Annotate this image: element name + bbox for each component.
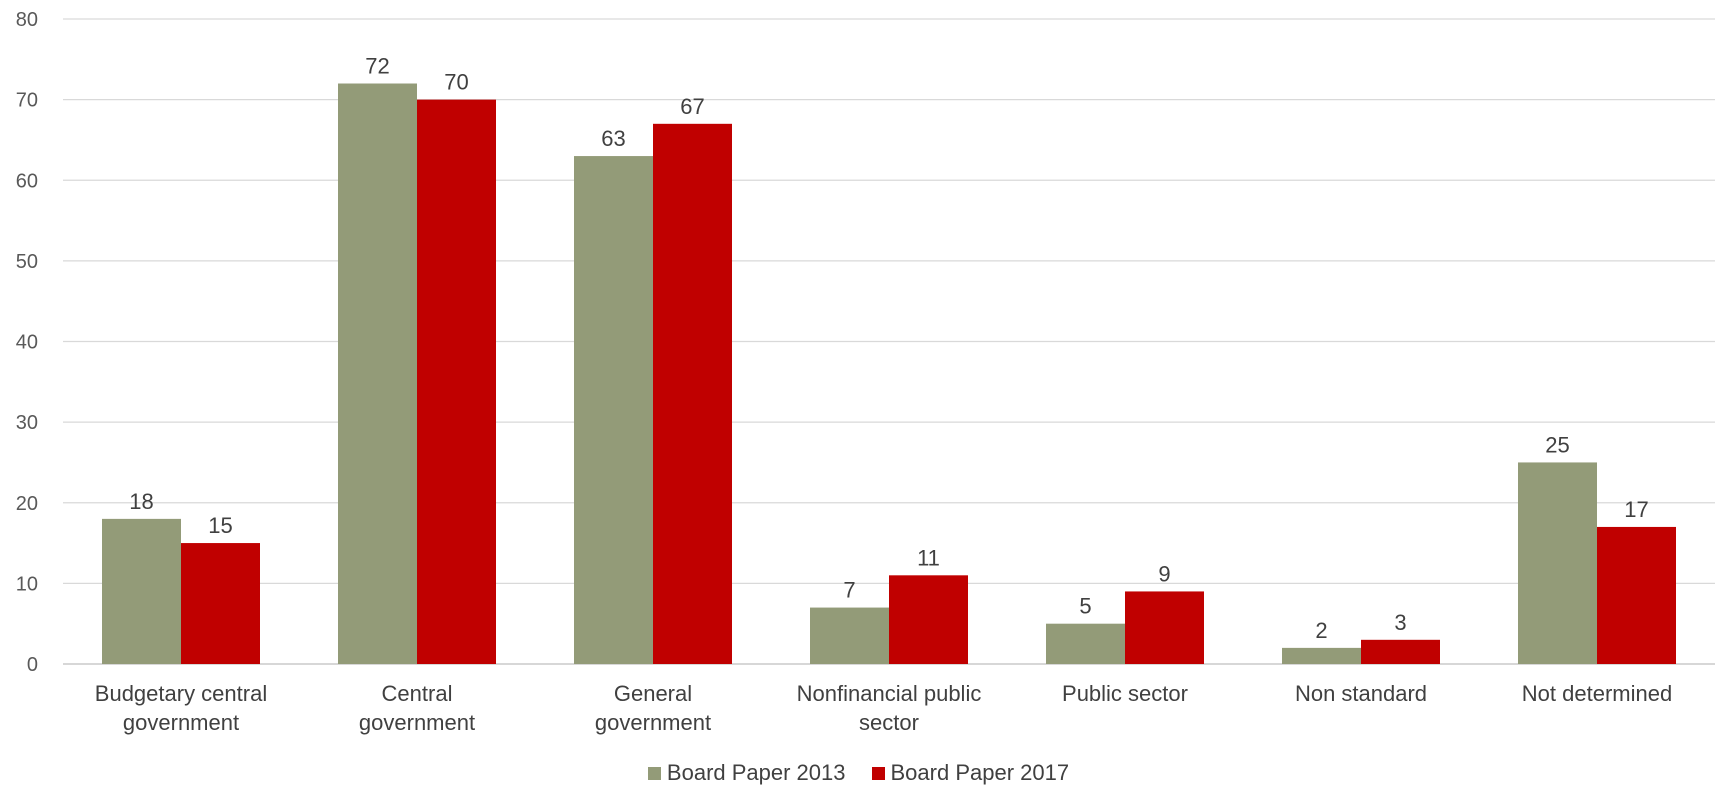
data-label-s1-c3: 63 — [601, 126, 625, 151]
y-axis: 0 10 20 30 40 50 60 70 80 — [16, 9, 38, 676]
data-label-s2-c1: 15 — [208, 513, 232, 538]
y-tick-label-50: 50 — [16, 251, 38, 273]
bar-s1-c5 — [1046, 623, 1125, 664]
bar-s2-c7 — [1597, 526, 1676, 664]
x-tick-label-7: Not determined — [1522, 681, 1672, 706]
y-tick-label-60: 60 — [16, 170, 38, 192]
data-label-s2-c7: 17 — [1624, 497, 1648, 522]
data-label-s1-c2: 72 — [365, 54, 389, 79]
data-label-s1-c5: 5 — [1079, 594, 1091, 619]
legend-item-series-2: Board Paper 2017 — [871, 760, 1070, 786]
bar-s1-c7 — [1518, 462, 1597, 664]
legend-swatch-series-2 — [871, 766, 885, 780]
y-tick-label-0: 0 — [27, 654, 38, 676]
y-tick-label-40: 40 — [16, 332, 38, 354]
bar-s1-c3 — [574, 156, 653, 664]
bar-s2-c5 — [1125, 591, 1204, 664]
x-tick-label-4: Nonfinancial public sector — [797, 681, 982, 735]
y-tick-label-10: 10 — [16, 573, 38, 595]
bar-s1-c4 — [810, 607, 889, 664]
bar-s2-c1 — [181, 543, 260, 664]
bar-s2-c2 — [417, 99, 496, 664]
x-axis: Budgetary central government Central govern… — [95, 681, 1672, 735]
legend: Board Paper 2013 Board Paper 2017 — [0, 758, 1717, 788]
legend-item-series-1: Board Paper 2013 — [647, 760, 846, 786]
bar-s1-c1 — [102, 518, 181, 664]
y-tick-label-20: 20 — [16, 493, 38, 515]
bar-s2-c6 — [1361, 639, 1440, 664]
data-label-s2-c6: 3 — [1394, 610, 1406, 635]
legend-swatch-series-1 — [647, 766, 661, 780]
x-tick-label-5: Public sector — [1062, 681, 1188, 706]
data-label-s2-c4: 11 — [917, 545, 940, 570]
legend-label-series-1: Board Paper 2013 — [666, 760, 846, 785]
data-label-s1-c4: 7 — [843, 578, 855, 603]
data-label-s1-c1: 18 — [129, 489, 153, 514]
data-label-s2-c2: 70 — [444, 70, 468, 95]
legend-label-series-2: Board Paper 2017 — [890, 760, 1070, 785]
bar-s1-c2 — [338, 83, 417, 664]
bar-s1-c6 — [1282, 647, 1361, 664]
x-tick-label-1: Budgetary central government — [95, 681, 267, 735]
data-label-s1-c7: 25 — [1545, 432, 1569, 457]
bar-s2-c3 — [653, 123, 732, 664]
data-label-s2-c5: 9 — [1158, 561, 1170, 586]
data-label-s2-c3: 67 — [680, 94, 704, 119]
x-tick-label-2: Central government — [359, 681, 475, 735]
bar-s2-c4 — [889, 575, 968, 664]
x-tick-label-6: Non standard — [1295, 681, 1427, 706]
y-tick-label-30: 30 — [16, 412, 38, 434]
data-label-s1-c6: 2 — [1315, 618, 1327, 643]
y-tick-label-70: 70 — [16, 90, 38, 112]
gridlines — [63, 18, 1715, 665]
data-labels: 18 15 72 70 63 67 7 11 5 9 2 3 25 17 — [129, 54, 1648, 643]
y-tick-label-80: 80 — [16, 9, 38, 31]
bars — [102, 83, 1676, 664]
x-tick-label-3: General government — [595, 681, 711, 735]
